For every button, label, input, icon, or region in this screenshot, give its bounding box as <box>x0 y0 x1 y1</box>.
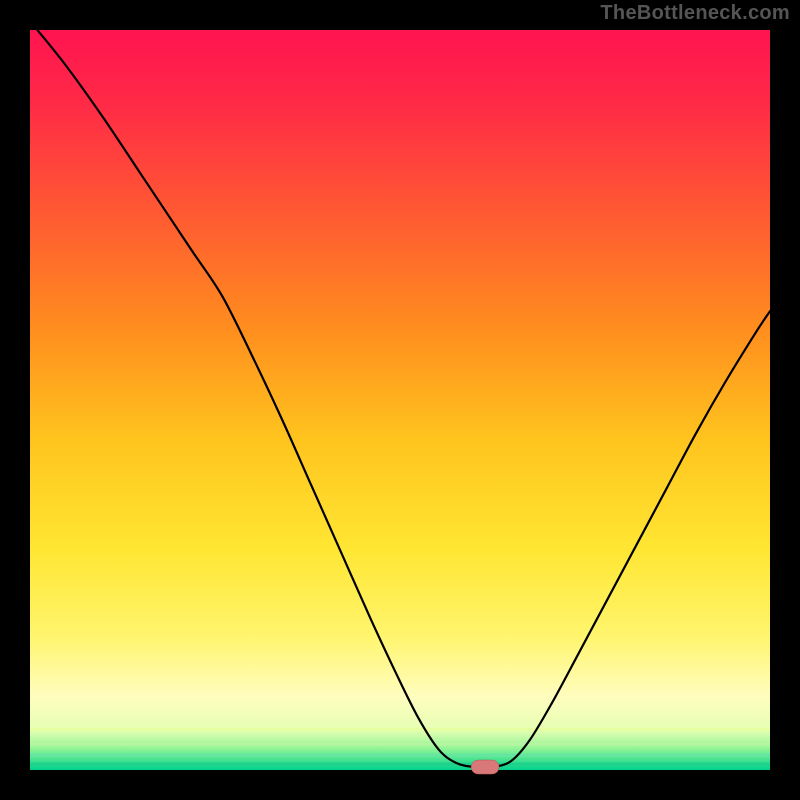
watermark-text: TheBottleneck.com <box>600 2 790 25</box>
optimum-marker <box>471 760 499 774</box>
gradient-background <box>30 30 770 770</box>
bottleneck-chart <box>0 0 800 800</box>
chart-container: TheBottleneck.com <box>0 0 800 800</box>
